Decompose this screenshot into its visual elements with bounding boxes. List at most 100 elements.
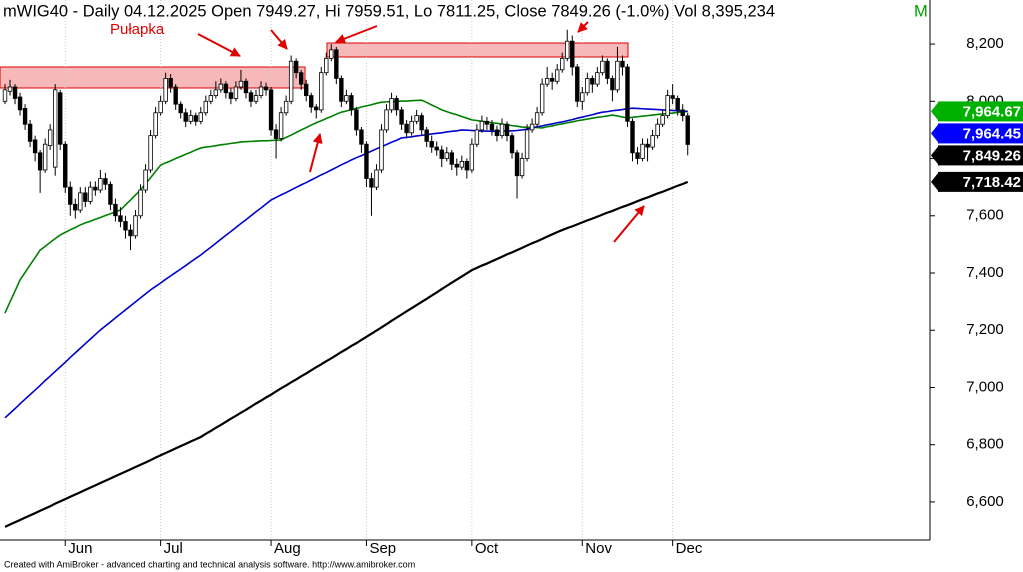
candle-body [590,78,595,85]
candle-body [555,69,560,82]
candle-body [63,143,68,188]
candle-body [278,112,284,139]
candle-body [544,78,550,85]
candle-body [138,189,143,217]
arrow [270,29,288,50]
candle-body [469,143,475,171]
candle-body [228,92,234,99]
candle-body [309,95,314,108]
candle-body [319,72,324,111]
candle-body [514,152,520,177]
candle-body [53,89,58,168]
candle-body [519,158,525,177]
candle-body [605,60,610,79]
candle-body [615,60,620,91]
candle-body [655,123,660,137]
zones [0,42,629,89]
candle-body [324,57,329,74]
candle-body [650,135,655,148]
candle-body [414,115,419,122]
candle-body [148,135,153,171]
candle-body [539,83,545,114]
footer: Created with AmiBroker - advanced charti… [4,559,415,569]
candle-body [2,89,8,102]
last-value-label: 7,964.45 [963,125,1021,142]
candle-body [73,203,78,211]
candle-body [303,83,309,96]
candle-body [258,86,264,96]
candle-body [47,129,53,147]
candle-body [233,86,239,99]
moving-average-line [4,180,689,528]
candle-body [379,129,384,171]
candle-body [404,123,409,134]
candle-body [364,143,369,179]
candle-body [42,143,48,171]
arrow [335,25,378,44]
y-tick-label: 7,000 [966,378,1004,395]
candle-body [549,78,555,82]
candle-body [635,152,640,159]
candle-body [625,66,630,122]
candle-body [183,112,188,122]
x-tick-label: Aug [274,540,301,557]
arrow [197,33,241,57]
last-value-box [938,101,1023,122]
candle-body [32,139,38,154]
candle-body [83,192,88,202]
candle-body [153,112,158,137]
candle-body [88,186,93,202]
candle-body [499,123,505,137]
candle-body [198,112,203,122]
candle-body [630,120,635,154]
candle-body [665,95,670,117]
last-value-box [938,171,1023,192]
plot-area: JunJulAugSepOctNovDec8,2008,0007,8007,60… [0,0,1004,557]
candle-body [273,129,279,139]
candle-body [334,49,339,79]
last-value-box [938,123,1023,144]
candle-body [394,98,399,111]
candle-body [474,129,480,145]
candle-body [399,109,404,125]
resistance-zone [326,42,629,58]
candle-body [143,169,148,191]
candle-body [263,86,269,91]
legend-fragment: M [914,2,928,20]
candle-body [374,169,379,188]
candle-body [645,143,650,148]
candle-body [58,92,63,145]
y-tick-label: 7,200 [966,321,1004,338]
candle-body [509,135,515,154]
candle-body [248,92,254,102]
candle-body [123,221,128,231]
candle-body [128,229,133,237]
candle-body [314,106,319,111]
candle-body [429,140,434,148]
candle-body [464,160,470,171]
candle-body [243,80,249,94]
candle-body [103,178,108,185]
x-tick-label: Sep [369,540,396,557]
last-value-pointer [931,171,939,192]
candle-body [78,192,83,211]
candle-body [108,183,113,205]
candle-body [133,215,138,237]
candle-body [7,86,13,92]
candle-body [454,163,459,168]
candle-body [223,83,229,94]
candle-body [424,129,429,142]
candle-body [670,95,675,99]
arrows [197,21,645,243]
candle-body [449,152,454,165]
y-tick-label: 6,800 [966,436,1004,453]
candle-body [434,146,439,151]
candle-body [12,86,18,99]
candle-body [163,78,168,102]
arrow [577,21,589,33]
candle-body [359,129,364,145]
candle-body [203,100,208,114]
last-value-box [938,145,1023,166]
candle-body [288,60,294,102]
candle-body [534,112,540,125]
